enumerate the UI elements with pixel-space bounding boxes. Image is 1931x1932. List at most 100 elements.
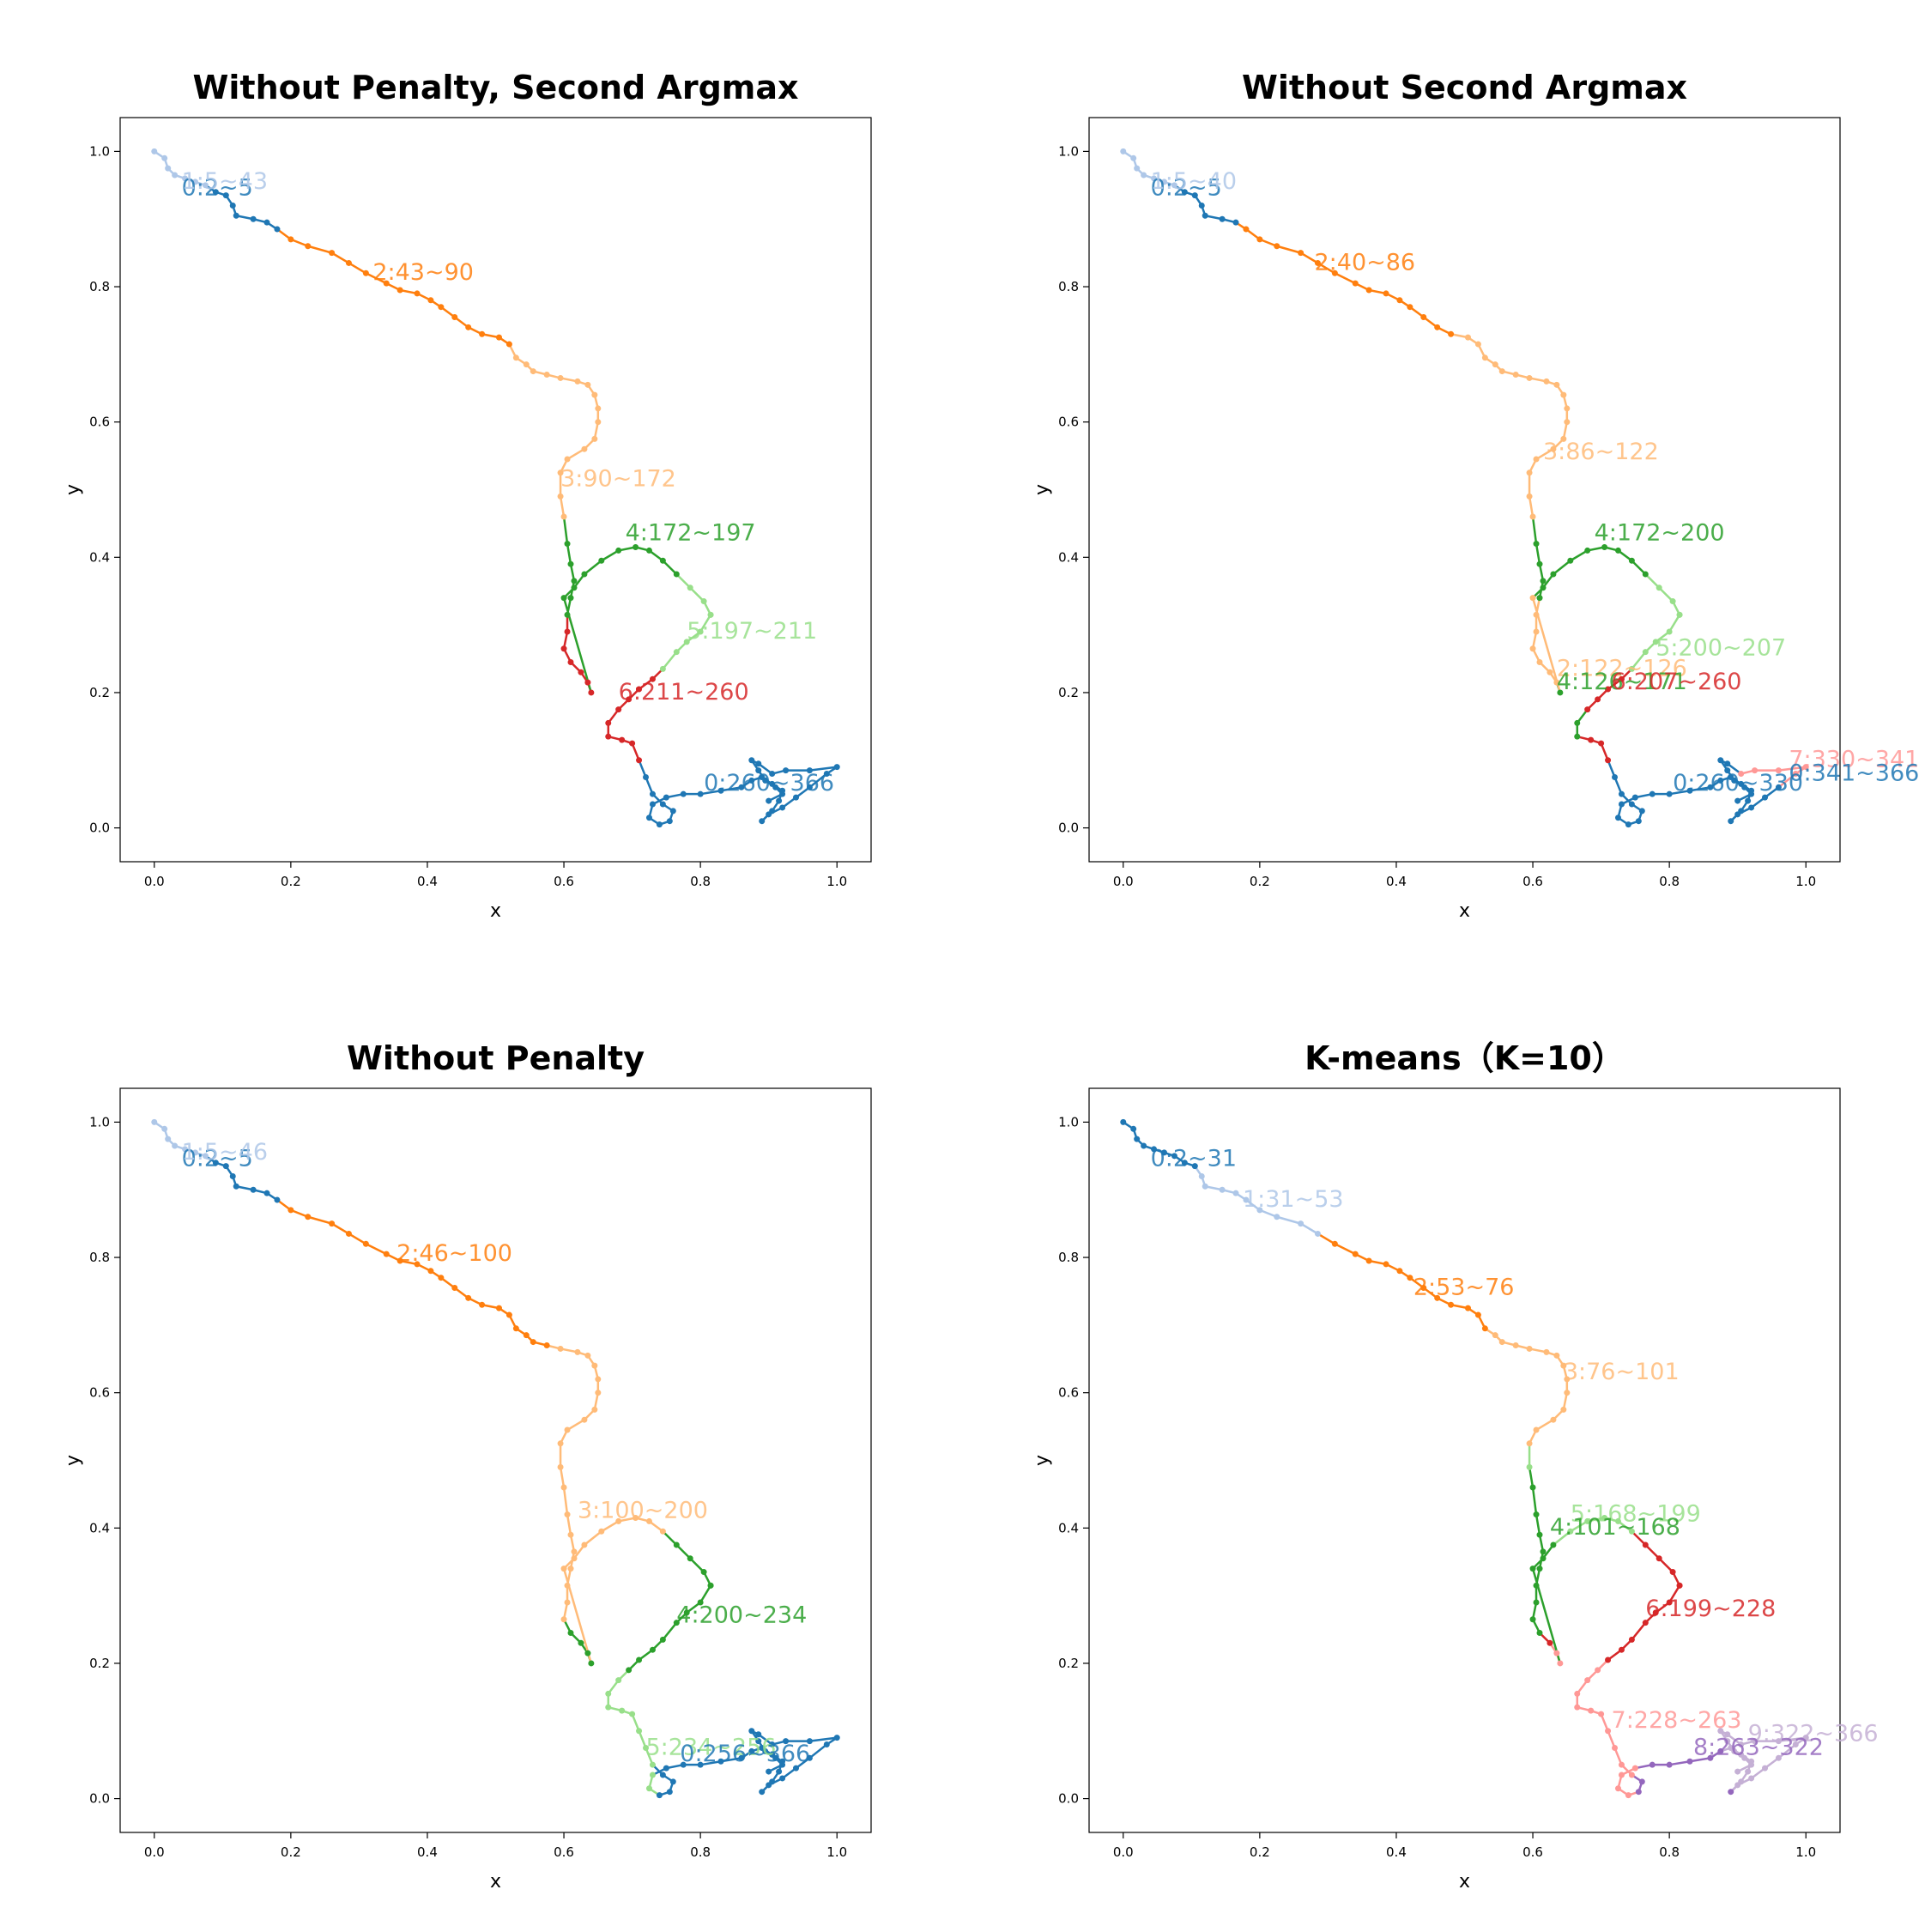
trajectory-point: [557, 493, 564, 500]
trajectory-line: [645, 776, 654, 796]
trajectory-line: [808, 1743, 828, 1759]
trajectory-point: [1792, 1741, 1799, 1748]
trajectory-point: [512, 1325, 519, 1332]
trajectory-point: [222, 192, 229, 199]
trajectory-point: [1666, 628, 1673, 635]
trajectory-point: [697, 628, 704, 635]
trajectory-point: [659, 665, 666, 672]
trajectory-point: [1533, 1599, 1540, 1606]
trajectory-point: [748, 1728, 755, 1735]
trajectory-point: [229, 202, 236, 209]
trajectory-point: [759, 818, 766, 825]
y-tick-label: 0.2: [89, 685, 110, 700]
trajectory-point: [629, 1711, 636, 1717]
trajectory-point: [1802, 1735, 1809, 1741]
trajectory-point: [1474, 1311, 1481, 1318]
trajectory-line: [1613, 776, 1623, 796]
trajectory-point: [1434, 324, 1441, 330]
trajectory-point: [557, 374, 564, 381]
trajectory-line: [1668, 1759, 1692, 1766]
trajectory-point: [633, 543, 639, 550]
y-tick-label: 0.6: [1058, 415, 1079, 430]
trajectory-point: [1526, 1440, 1533, 1447]
segment-label: 1:31~53: [1243, 1186, 1344, 1213]
trajectory-point: [1560, 391, 1567, 398]
trajectory-line: [1777, 772, 1797, 789]
trajectory-line: [719, 786, 743, 792]
trajectory-point: [1448, 1301, 1455, 1308]
y-tick-label: 1.0: [89, 143, 110, 159]
trajectory-point: [1540, 584, 1547, 591]
trajectory-point: [1464, 1305, 1471, 1311]
trajectory-point: [605, 1690, 612, 1697]
trajectory-point: [1738, 1741, 1745, 1748]
trajectory-point: [636, 1656, 643, 1663]
x-tick-label: 0.2: [1250, 874, 1270, 889]
segment-label: 1:5~43: [182, 168, 268, 195]
trajectory-line: [562, 1486, 569, 1516]
trajectory-point: [700, 598, 707, 605]
trajectory-point: [414, 1261, 421, 1268]
trajectory-point: [659, 1528, 666, 1535]
segment-label: 0:2~31: [1151, 1146, 1237, 1172]
segment-label: 0:2~5: [182, 1146, 253, 1172]
trajectory-point: [615, 547, 622, 554]
trajectory-point: [202, 1153, 209, 1160]
trajectory-point: [1738, 771, 1745, 778]
trajectory-point: [1130, 154, 1137, 161]
trajectory-line: [675, 572, 692, 590]
trajectory-point: [383, 1251, 390, 1257]
trajectory-line: [1535, 1513, 1541, 1536]
trajectory-point: [1219, 1186, 1226, 1193]
trajectory-line: [1688, 1757, 1712, 1763]
trajectory-point: [717, 787, 724, 794]
trajectory-point: [776, 797, 783, 804]
y-tick-label: 0.0: [1058, 821, 1079, 836]
trajectory-point: [1612, 1744, 1618, 1751]
trajectory-point: [683, 639, 690, 645]
x-tick-label: 0.4: [1386, 874, 1407, 889]
x-axis-label: x: [490, 900, 501, 922]
trajectory-point: [584, 381, 591, 388]
trajectory-point: [1536, 1531, 1543, 1538]
segment-label: 4:126~171: [1557, 669, 1687, 695]
trajectory-point: [1762, 794, 1768, 801]
trajectory-point: [748, 1747, 755, 1754]
x-tick-label: 0.4: [417, 874, 438, 889]
trajectory-point: [1574, 733, 1581, 740]
trajectory-point: [165, 1136, 172, 1142]
trajectory-point: [212, 1160, 219, 1166]
trajectory-line: [1668, 614, 1681, 633]
trajectory-point: [1564, 405, 1571, 412]
trajectory-line: [1569, 549, 1589, 562]
trajectory-point: [1274, 1214, 1280, 1220]
trajectory-point: [1638, 1778, 1645, 1785]
trajectory-point: [680, 1761, 687, 1768]
trajectory-point: [1191, 192, 1198, 199]
trajectory-point: [1547, 669, 1553, 675]
trajectory-line: [566, 1513, 572, 1536]
segment-label: 3:90~172: [560, 466, 676, 493]
trajectory-point: [1748, 790, 1755, 797]
trajectory-point: [1314, 1230, 1321, 1237]
trajectory-point: [543, 372, 550, 379]
trajectory-point: [1298, 250, 1304, 257]
trajectory-point: [1618, 790, 1625, 797]
trajectory-point: [598, 557, 605, 564]
trajectory-point: [578, 1639, 584, 1646]
trajectory-point: [172, 1142, 179, 1149]
segment-label: 4:200~234: [676, 1602, 807, 1629]
trajectory-point: [1550, 571, 1557, 578]
trajectory-point: [1649, 1761, 1656, 1768]
trajectory-point: [1734, 797, 1741, 804]
trajectory-point: [615, 1517, 622, 1524]
trajectory-point: [1628, 1528, 1635, 1535]
trajectory-point: [1598, 1711, 1605, 1717]
trajectory-point: [1547, 1639, 1553, 1646]
trajectory-point: [1748, 1761, 1755, 1768]
trajectory-line: [719, 1757, 743, 1763]
trajectory-point: [1707, 1754, 1714, 1761]
trajectory-line: [1334, 1243, 1357, 1256]
trajectory-point: [755, 1738, 762, 1745]
